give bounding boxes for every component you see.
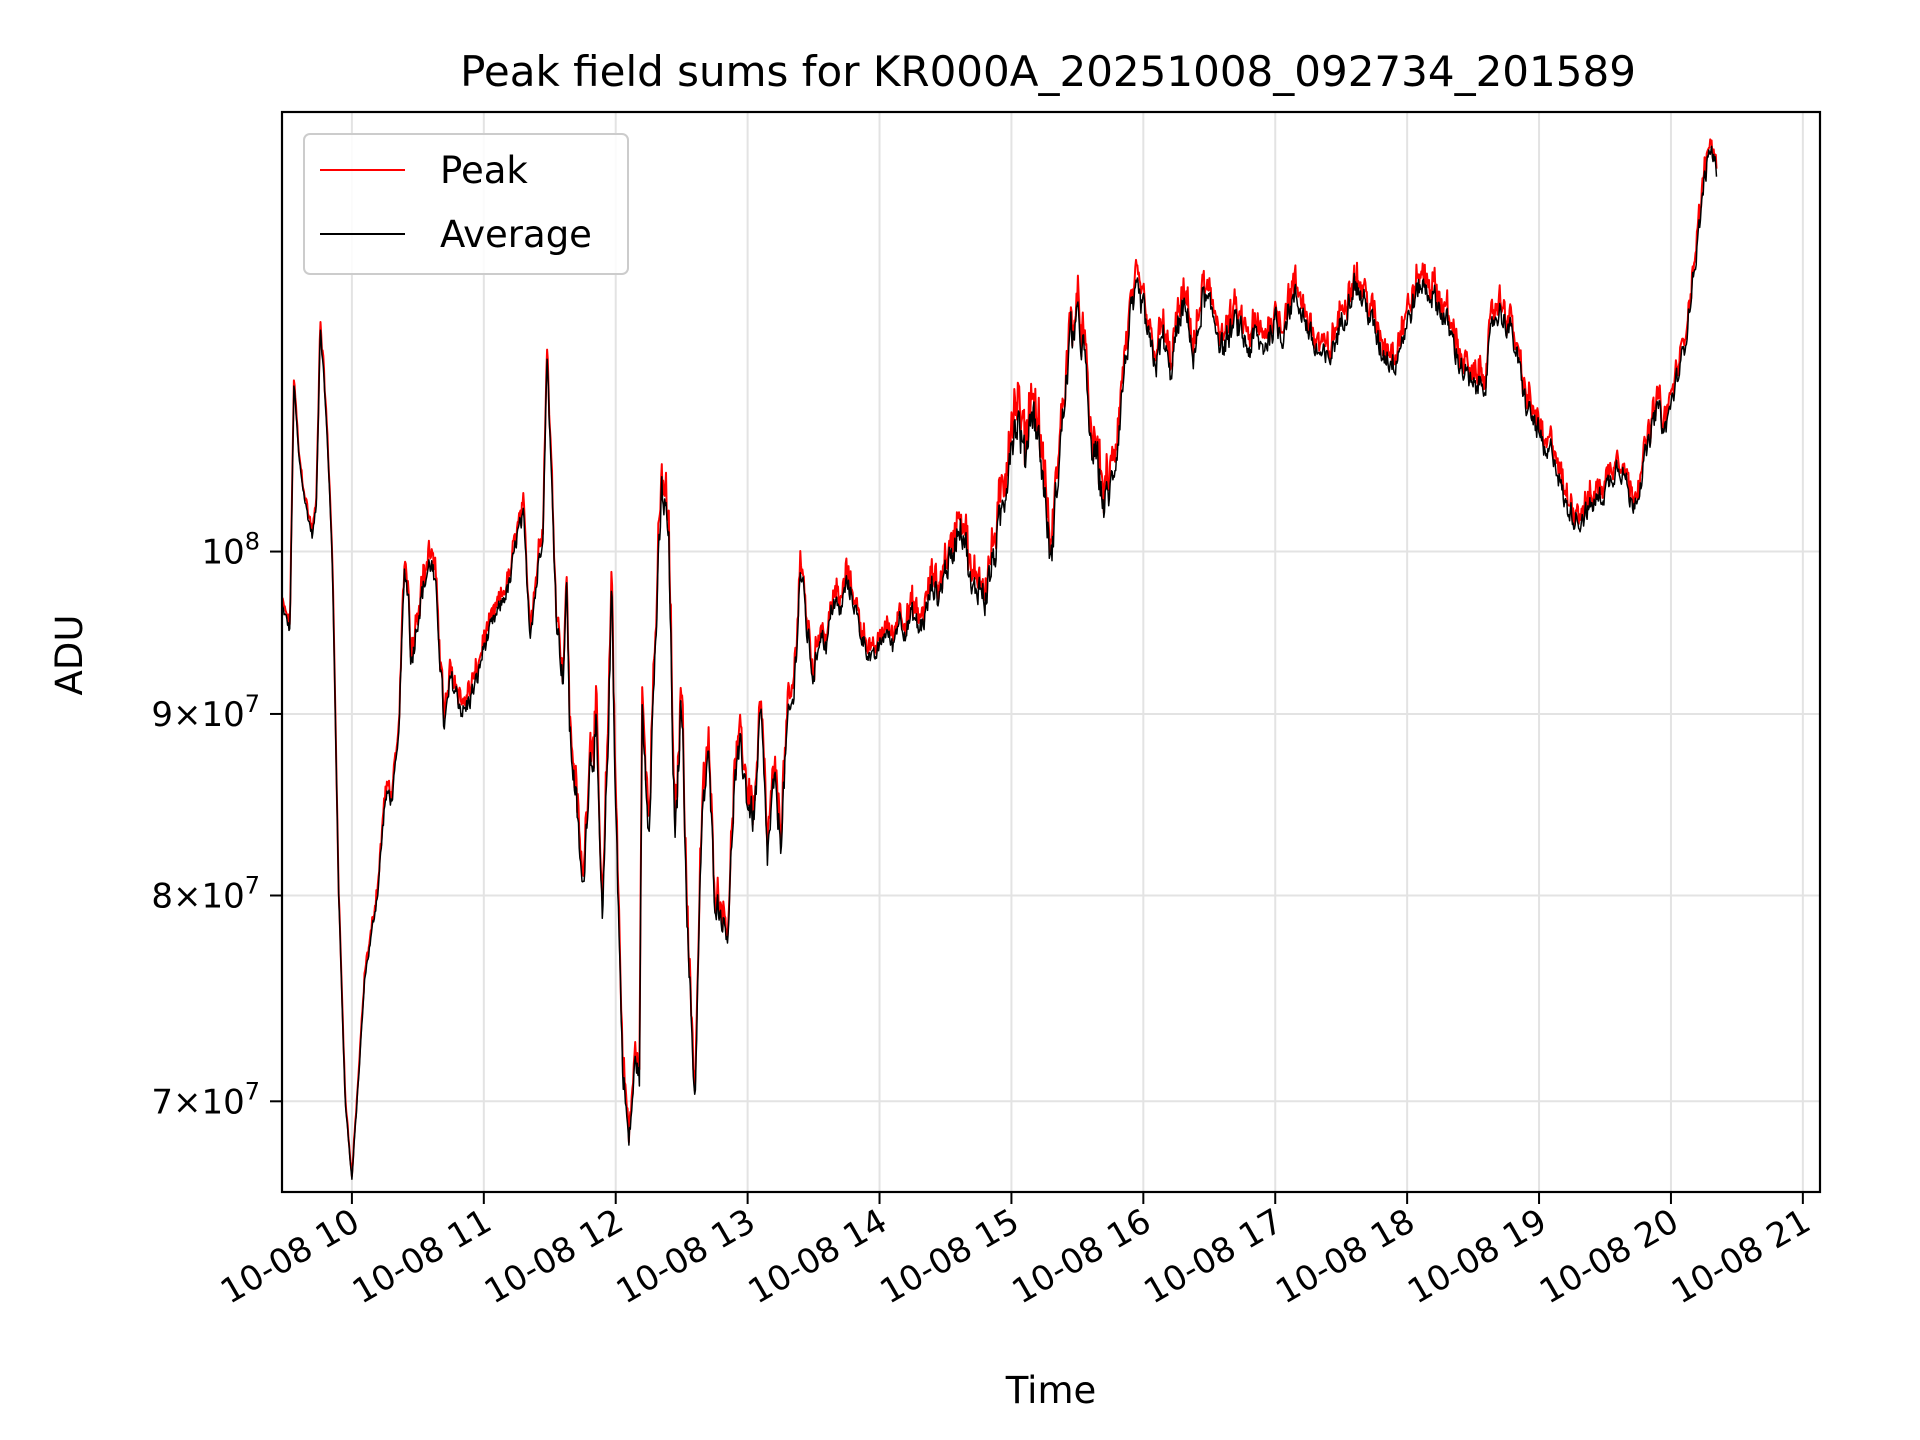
legend-label-average: Average bbox=[440, 213, 592, 256]
y-tick-label: 9×107 bbox=[151, 690, 260, 735]
legend: Peak Average bbox=[303, 133, 629, 275]
series-line-average bbox=[282, 145, 1718, 1180]
legend-label-peak: Peak bbox=[440, 149, 528, 192]
y-tick-label: 8×107 bbox=[151, 871, 260, 916]
x-axis-label: Time bbox=[1005, 1369, 1097, 1412]
plot-frame bbox=[280, 110, 1822, 1194]
chart-title: Peak field sums for KR000A_20251008_0927… bbox=[460, 47, 1636, 96]
y-tick-label: 7×107 bbox=[151, 1077, 260, 1122]
y-axis-label: ADU bbox=[48, 615, 91, 696]
